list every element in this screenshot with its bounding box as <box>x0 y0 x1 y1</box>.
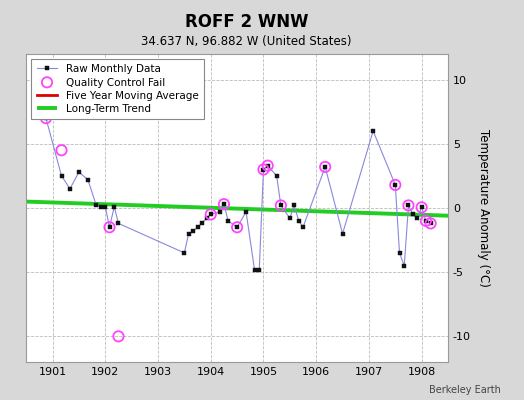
Raw Monthly Data <box>370 129 376 134</box>
Raw Monthly Data <box>85 177 91 182</box>
Quality Control Fail <box>42 115 50 121</box>
Raw Monthly Data <box>216 210 223 214</box>
Raw Monthly Data <box>406 203 412 208</box>
Raw Monthly Data <box>43 116 49 120</box>
Raw Monthly Data <box>428 221 434 226</box>
Raw Monthly Data <box>392 182 398 187</box>
Raw Monthly Data <box>67 186 73 191</box>
Raw Monthly Data <box>256 267 263 272</box>
Raw Monthly Data <box>252 267 258 272</box>
Raw Monthly Data <box>111 204 117 209</box>
Raw Monthly Data <box>278 203 284 208</box>
Raw Monthly Data <box>221 202 227 206</box>
Raw Monthly Data <box>185 231 192 236</box>
Raw Monthly Data <box>291 203 297 208</box>
Raw Monthly Data <box>265 163 271 168</box>
Raw Monthly Data <box>410 212 416 217</box>
Quality Control Fail <box>233 224 241 230</box>
Quality Control Fail <box>405 202 413 209</box>
Raw Monthly Data <box>296 218 302 223</box>
Raw Monthly Data <box>300 225 306 230</box>
Raw Monthly Data <box>208 212 214 217</box>
Raw Monthly Data <box>225 218 231 223</box>
Raw Monthly Data <box>274 174 280 178</box>
Raw Monthly Data <box>243 210 249 214</box>
Text: ROFF 2 WNW: ROFF 2 WNW <box>184 13 308 31</box>
Legend: Raw Monthly Data, Quality Control Fail, Five Year Moving Average, Long-Term Tren: Raw Monthly Data, Quality Control Fail, … <box>31 59 204 119</box>
Raw Monthly Data <box>322 164 329 169</box>
Line: Raw Monthly Data: Raw Monthly Data <box>44 116 433 272</box>
Raw Monthly Data <box>190 229 196 234</box>
Quality Control Fail <box>206 211 215 218</box>
Raw Monthly Data <box>234 225 240 230</box>
Quality Control Fail <box>427 220 435 226</box>
Raw Monthly Data <box>181 250 188 255</box>
Quality Control Fail <box>277 202 285 209</box>
Raw Monthly Data <box>396 250 402 255</box>
Quality Control Fail <box>321 164 330 170</box>
Raw Monthly Data <box>199 221 205 226</box>
Raw Monthly Data <box>401 263 407 268</box>
Raw Monthly Data <box>115 221 122 226</box>
Quality Control Fail <box>391 182 399 188</box>
Quality Control Fail <box>57 147 66 154</box>
Raw Monthly Data <box>58 174 64 178</box>
Text: 34.637 N, 96.882 W (United States): 34.637 N, 96.882 W (United States) <box>141 35 352 48</box>
Raw Monthly Data <box>423 218 429 223</box>
Quality Control Fail <box>259 166 268 173</box>
Quality Control Fail <box>114 333 123 340</box>
Y-axis label: Temperature Anomaly (°C): Temperature Anomaly (°C) <box>477 129 490 287</box>
Text: Berkeley Earth: Berkeley Earth <box>429 385 500 395</box>
Quality Control Fail <box>220 201 228 207</box>
Quality Control Fail <box>105 224 114 230</box>
Raw Monthly Data <box>287 216 293 221</box>
Raw Monthly Data <box>93 203 100 208</box>
Quality Control Fail <box>418 204 426 210</box>
Raw Monthly Data <box>414 216 421 221</box>
Raw Monthly Data <box>98 204 104 209</box>
Raw Monthly Data <box>106 225 113 230</box>
Raw Monthly Data <box>76 170 82 174</box>
Quality Control Fail <box>264 162 272 169</box>
Quality Control Fail <box>422 218 430 224</box>
Raw Monthly Data <box>194 225 201 230</box>
Raw Monthly Data <box>260 167 267 172</box>
Raw Monthly Data <box>419 205 425 210</box>
Raw Monthly Data <box>102 204 108 209</box>
Raw Monthly Data <box>203 216 210 221</box>
Raw Monthly Data <box>340 231 346 236</box>
